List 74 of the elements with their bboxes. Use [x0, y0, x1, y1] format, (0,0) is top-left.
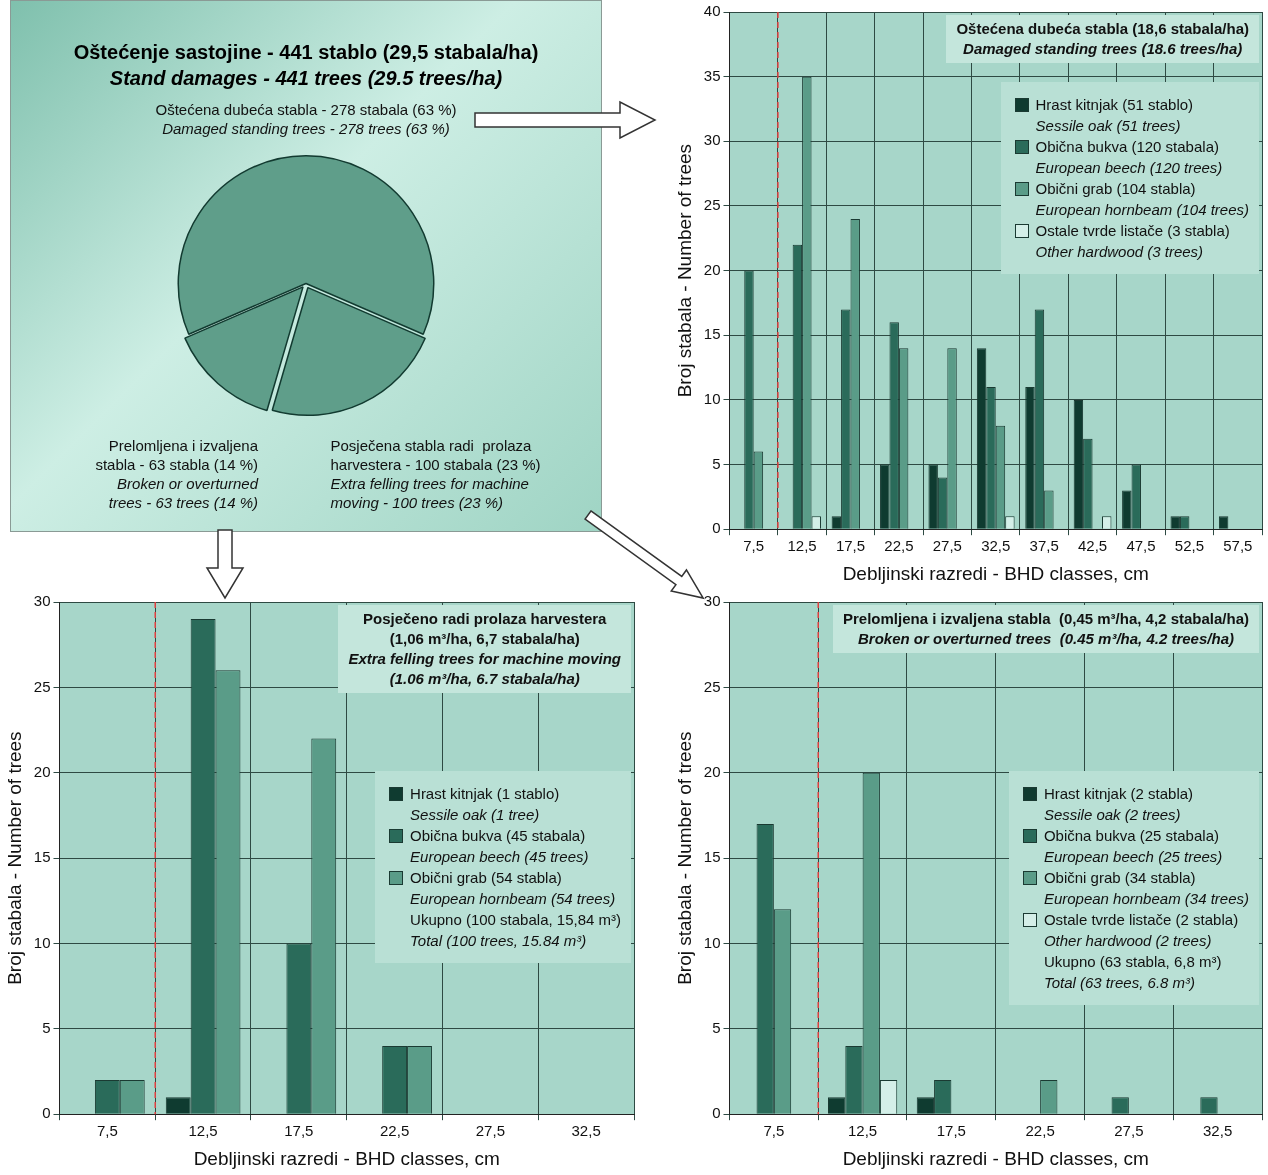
legend-label: Obični grab (54 stabla) European hornbeam (54 trees)	[410, 868, 616, 909]
y-tick-label: 35	[703, 66, 721, 84]
y-tick-label: 15	[703, 325, 721, 343]
y-tick-label: 0	[42, 1104, 51, 1122]
slice-label: Oštećena dubeća stabla - 278 stabala (63 %) Damaged standing trees - 278 trees (63 %)	[155, 100, 457, 137]
x-tick-label: 37,5	[1029, 537, 1059, 555]
y-tick-label: 30	[703, 592, 721, 610]
x-tick-label: 7,5	[763, 1122, 785, 1140]
y-tick-label: 30	[703, 131, 721, 149]
y-tick-label: 20	[33, 762, 51, 780]
slice-label: Prelomljena i izvaljena stabla - 63 stabla (14 %) Broken or overturned trees - 63 trees (14 %)	[95, 437, 259, 512]
x-tick-label: 22,5	[380, 1122, 410, 1140]
y-tick-label: 5	[712, 1018, 721, 1036]
y-tick-label: 15	[703, 848, 721, 866]
y-tick-label: 15	[33, 848, 51, 866]
x-tick-label: 7,5	[743, 537, 765, 555]
y-tick-label: 25	[703, 677, 721, 695]
y-axis-title: Broj stabala - Number of trees	[673, 143, 695, 398]
legend-label: Ostale tvrde listače (2 stabla) Other hardwood (2 trees)	[1043, 910, 1239, 951]
y-tick-label: 25	[703, 196, 721, 214]
x-tick-label: 47,5	[1126, 537, 1156, 555]
legend-label: Obična bukva (25 stabala) European beech (25 trees)	[1043, 826, 1223, 867]
y-axis-title: Broj stabala - Number of trees	[673, 731, 695, 985]
x-tick-label: 32,5	[981, 537, 1011, 555]
y-tick-label: 25	[33, 677, 51, 695]
x-tick-label: 12,5	[848, 1122, 878, 1140]
x-tick-label: 17,5	[835, 537, 866, 555]
chart-title: Oštećenje sastojine - 441 stablo (29,5 stabala/ha) Stand damages - 441 trees (29.5 trees/ha)	[72, 40, 540, 91]
x-tick-label: 32,5	[1203, 1122, 1233, 1140]
x-tick-label: 22,5	[884, 537, 914, 555]
y-tick-label: 5	[712, 454, 721, 472]
text: Posječeno radi prolaza harvestera (1,06 m³/ha, 6,7 stabala/ha) Extra felling trees for machine moving (1.06 m³/ha, 6.7 stabala/ha)	[348, 609, 621, 689]
x-axis-title: Debljinski razredi - BHD classes, cm	[842, 562, 1149, 584]
y-axis-title: Broj stabala - Number of trees	[3, 731, 25, 985]
x-tick-label: 32,5	[571, 1122, 601, 1140]
x-tick-label: 27,5	[475, 1122, 505, 1140]
annotation: Total (100 trees, 15.84 m³)	[410, 931, 588, 951]
y-tick-label: 0	[712, 519, 721, 537]
y-tick-label: 0	[712, 1104, 721, 1122]
y-tick-label: 10	[33, 933, 51, 951]
x-tick-label: 7,5	[96, 1122, 118, 1140]
y-tick-label: 20	[703, 762, 721, 780]
y-tick-label: 30	[33, 592, 51, 610]
x-tick-label: 12,5	[787, 537, 817, 555]
legend-label: Obični grab (34 stabla) European hornbeam (34 trees)	[1043, 868, 1249, 909]
legend-label: Ostale tvrde listače (3 stabla) Other hardwood (3 trees)	[1035, 220, 1230, 262]
x-axis-title: Debljinski razredi - BHD classes, cm	[842, 1147, 1149, 1169]
x-tick-label: 17,5	[284, 1122, 314, 1140]
annotation: Ukupno (63 stabla, 6,8 m³)	[1043, 952, 1223, 972]
y-tick-label: 10	[703, 390, 721, 408]
legend-label: Obična bukva (45 stabala) European beech (45 trees)	[410, 826, 589, 867]
legend-label: Hrast kitnjak (1 stablo) Sessile oak (1 tree)	[410, 784, 560, 825]
y-tick-label: 5	[42, 1018, 51, 1036]
slice-label: Posječena stabla radi prolaza harvestera - 100 stabala (23 %) Extra felling trees for machine moving - 100 trees (23 %)	[330, 437, 541, 512]
x-tick-label: 12,5	[188, 1122, 218, 1140]
y-tick-label: 20	[703, 260, 721, 278]
legend-label: Obična bukva (120 stabala) European beech (120 trees)	[1035, 136, 1223, 178]
x-tick-label: 27,5	[932, 537, 962, 555]
legend-label: Hrast kitnjak (51 stablo) Sessile oak (51 trees)	[1035, 94, 1194, 136]
x-tick-label: 22,5	[1025, 1122, 1055, 1140]
x-tick-label: 17,5	[936, 1122, 966, 1140]
annotation: Total (63 trees, 6.8 m³)	[1043, 973, 1197, 993]
legend-label: Obični grab (104 stabla) European hornbeam (104 trees)	[1035, 178, 1249, 220]
y-tick-label: 10	[703, 933, 721, 951]
x-tick-label: 42,5	[1077, 537, 1108, 555]
x-tick-label: 27,5	[1114, 1122, 1144, 1140]
x-tick-label: 57,5	[1223, 537, 1253, 555]
x-tick-label: 52,5	[1174, 537, 1204, 555]
annotation: Ukupno (100 stabala, 15,84 m³)	[410, 910, 621, 930]
y-tick-label: 40	[703, 2, 721, 20]
x-axis-title: Debljinski razredi - BHD classes, cm	[193, 1147, 500, 1169]
text: Prelomljena i izvaljena stabla (0,45 m³/ha, 4,2 stabala/ha) Broken or overturned trees (0.45 m³/ha, 4.2 trees/ha)	[842, 609, 1249, 649]
legend-label: Hrast kitnjak (2 stabla) Sessile oak (2 trees)	[1043, 784, 1194, 825]
text: Oštećena dubeća stabla (18,6 stabala/ha) Damaged standing trees (18.6 trees/ha)	[956, 19, 1249, 59]
